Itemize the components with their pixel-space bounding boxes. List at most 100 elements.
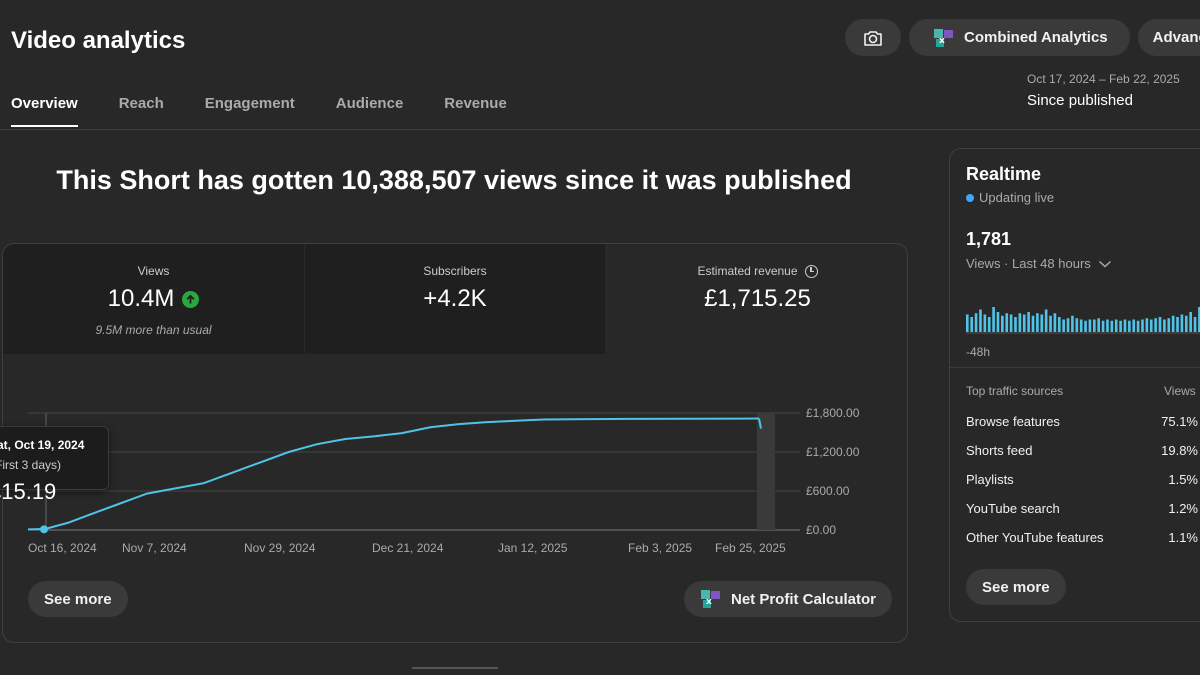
date-range-picker[interactable]: Oct 17, 2024 – Feb 22, 2025 Since publis… (1027, 72, 1180, 109)
traffic-source-name: Other YouTube features (966, 530, 1104, 545)
realtime-bar (1180, 314, 1184, 332)
traffic-source-row: Shorts feed 19.8% (966, 443, 1198, 458)
x-tick-label: Oct 16, 2024 (28, 541, 97, 555)
traffic-source-value: 19.8% (1161, 443, 1198, 458)
headline: This Short has gotten 10,388,507 views s… (56, 165, 852, 195)
tubebuddy-logo-icon: x (700, 588, 722, 610)
realtime-bar (1141, 319, 1144, 332)
traffic-sources-header: Top traffic sources (966, 384, 1064, 398)
realtime-bar (1119, 320, 1122, 332)
realtime-bar (1176, 317, 1179, 332)
traffic-source-name: Shorts feed (966, 443, 1033, 458)
realtime-bar-chart[interactable] (966, 289, 1200, 335)
see-more-button[interactable]: See more (28, 581, 128, 617)
tab-reach[interactable]: Reach (118, 95, 164, 112)
realtime-bar (1088, 319, 1092, 332)
subscribers-metric[interactable]: Subscribers +4.2K (305, 244, 605, 354)
y-tick-label: £1,800.00 (806, 406, 860, 420)
realtime-bar (992, 307, 995, 332)
tab-divider (0, 129, 1200, 130)
date-range-dates: Oct 17, 2024 – Feb 22, 2025 (1027, 72, 1180, 86)
realtime-bar (979, 309, 982, 332)
realtime-bar (1106, 319, 1109, 332)
realtime-bar (1128, 320, 1131, 332)
tab-overview[interactable]: Overview (11, 95, 78, 127)
realtime-bar (1093, 319, 1096, 332)
realtime-bar (1014, 317, 1017, 332)
series-line (27, 417, 760, 531)
realtime-bar (983, 314, 987, 332)
realtime-see-more-button[interactable]: See more (966, 569, 1066, 605)
realtime-bar (1193, 317, 1197, 332)
combined-analytics-button[interactable]: x Combined Analytics (909, 19, 1130, 56)
subscribers-value: +4.2K (423, 285, 487, 312)
realtime-bar (1071, 315, 1074, 332)
traffic-source-name: YouTube search (966, 501, 1060, 516)
screenshot-button[interactable] (845, 19, 901, 56)
realtime-card: Realtime Updating live 1,781 Views · Las… (949, 148, 1200, 622)
tubebuddy-logo-icon: x (933, 27, 955, 49)
realtime-axis-label: -48h (966, 345, 991, 359)
combined-analytics-label: Combined Analytics (964, 29, 1108, 46)
realtime-bar (1149, 319, 1153, 332)
traffic-source-row: Browse features 75.1% (966, 414, 1198, 429)
scroll-indicator (412, 667, 498, 669)
clock-icon (804, 264, 818, 278)
realtime-bar (1198, 307, 1200, 332)
x-tick-label: Feb 25, 2025 (715, 541, 786, 555)
realtime-bar (1163, 319, 1166, 332)
realtime-title: Realtime (966, 164, 1042, 184)
x-tick-label: Nov 7, 2024 (122, 541, 187, 555)
tooltip-subtitle: (First 3 days) (0, 458, 62, 472)
advanced-mode-label: Advance (1152, 29, 1200, 46)
x-tick-label: Nov 29, 2024 (244, 541, 316, 555)
date-range-label: Since published (1027, 92, 1133, 109)
svg-text:x: x (939, 36, 945, 46)
overview-card: Views 10.4M 9.5M more than usual Subscri… (2, 243, 908, 643)
chevron-down-icon (1098, 260, 1111, 268)
hover-point (40, 525, 48, 534)
svg-text:x: x (706, 597, 712, 607)
net-profit-calculator-button[interactable]: x Net Profit Calculator (684, 581, 893, 617)
views-value: 10.4M (107, 285, 175, 312)
views-metric[interactable]: Views 10.4M 9.5M more than usual (3, 244, 304, 354)
realtime-bar (970, 317, 974, 332)
realtime-bar (1022, 314, 1026, 332)
tab-engagement[interactable]: Engagement (204, 95, 295, 112)
realtime-bar (987, 317, 991, 332)
chart-tooltip: Sat, Oct 19, 2024 (First 3 days) £15.19 (0, 426, 109, 504)
realtime-period-label: Views · Last 48 hours (966, 256, 1091, 271)
realtime-bar (1040, 314, 1044, 332)
camera-icon (864, 30, 882, 46)
revenue-metric[interactable]: Estimated revenue £1,715.25 (606, 244, 907, 354)
realtime-bar (1158, 317, 1162, 332)
realtime-bar (1066, 318, 1070, 332)
incomplete-data-band (757, 413, 775, 530)
realtime-bar (1132, 319, 1136, 332)
traffic-source-row: Other YouTube features 1.1% (966, 530, 1198, 545)
y-tick-label: £1,200.00 (806, 445, 860, 459)
advanced-mode-button[interactable]: Advance (1137, 19, 1200, 56)
page-title: Video analytics (11, 27, 186, 54)
realtime-bar (1057, 317, 1061, 332)
y-tick-label: £0.00 (806, 523, 836, 537)
revenue-label: Estimated revenue (697, 264, 798, 278)
realtime-bar (1018, 313, 1022, 332)
realtime-divider (950, 367, 1200, 368)
realtime-period-selector[interactable]: Views · Last 48 hours (966, 256, 1112, 271)
realtime-bar (1145, 318, 1149, 332)
realtime-bar (1114, 319, 1118, 332)
revenue-value: £1,715.25 (704, 285, 811, 312)
tab-revenue[interactable]: Revenue (444, 95, 507, 112)
traffic-source-value: 1.1% (1168, 530, 1198, 545)
realtime-bar (1005, 313, 1009, 332)
y-tick-label: £600.00 (806, 484, 850, 498)
realtime-bar (1036, 313, 1039, 332)
tab-audience[interactable]: Audience (335, 95, 404, 112)
realtime-bar (996, 312, 1000, 332)
x-tick-label: Dec 21, 2024 (372, 541, 444, 555)
revenue-chart[interactable]: £0.00 £600.00 £1,200.00 £1,800.00 Oct 16, 20… (0, 0, 910, 570)
realtime-bar (1110, 320, 1114, 332)
realtime-bar (1097, 318, 1101, 332)
arrow-up-icon (182, 290, 200, 308)
